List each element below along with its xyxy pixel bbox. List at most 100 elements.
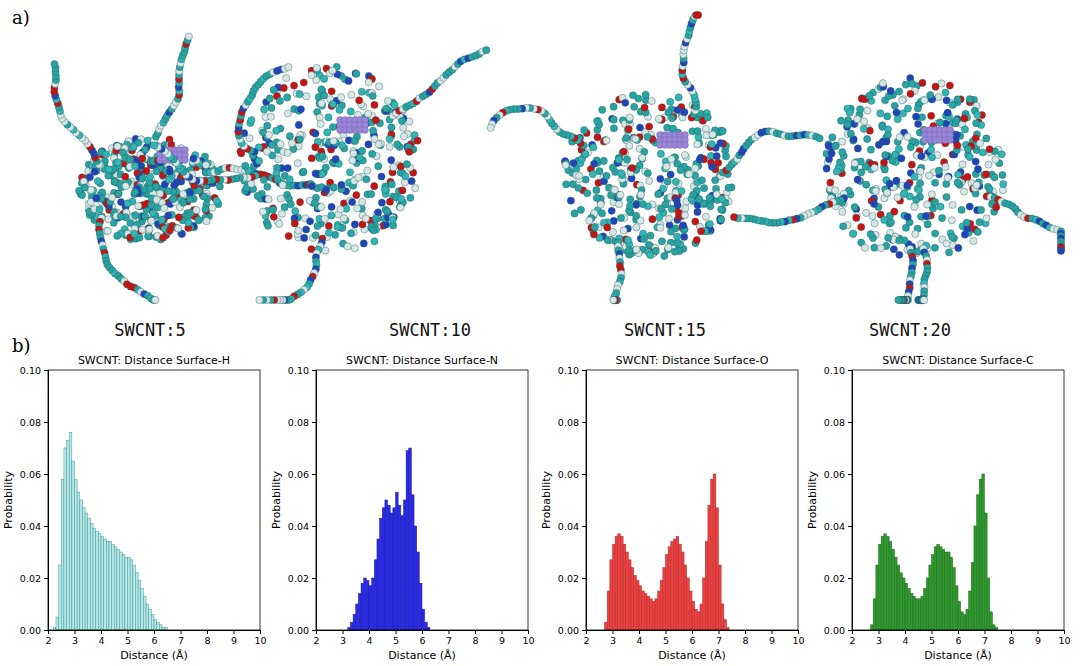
atom [677,167,684,174]
atom [644,133,651,140]
atom [617,214,624,221]
atom [148,217,155,224]
atom [313,64,320,71]
atom [674,107,681,114]
atom [279,182,286,189]
figure: a)b)SWCNT:5SWCNT:10SWCNT:15SWCNT:2023456… [0,0,1081,666]
atom [904,213,911,220]
atom [254,192,261,199]
atom [631,103,638,110]
atom [958,206,965,213]
atom [312,170,319,177]
atom [334,223,341,230]
atom [973,120,980,127]
atom [94,177,101,184]
atom [400,133,407,140]
atom [858,223,865,230]
atom [627,196,634,203]
atom [81,184,88,191]
atom [594,117,601,124]
atom [943,97,950,104]
atom [924,221,931,228]
atom [161,204,168,211]
atom [698,228,705,235]
atom [953,117,960,124]
atom [637,191,644,198]
atom [166,168,173,175]
atom [369,150,376,157]
atom [287,201,294,208]
atom [665,215,672,222]
atom [180,199,187,206]
atom [338,181,345,188]
atom [626,114,633,121]
atom [706,194,713,201]
atom [370,227,377,234]
atom [358,88,365,95]
atom [603,137,610,144]
nanotube-atom [182,157,189,164]
atom [260,176,267,183]
atom [693,236,700,243]
atom [936,119,943,126]
atom [615,201,622,208]
atom [267,113,274,120]
atom [151,142,158,149]
atom [891,102,898,109]
atom [911,173,918,180]
atom [312,130,319,137]
atom [378,173,385,180]
atom [270,213,277,220]
atom [114,232,121,239]
atom [570,159,577,166]
atom [681,212,688,219]
atom [352,70,359,77]
atom [646,177,653,184]
atom [412,185,419,192]
atom [946,82,953,89]
atom [593,187,600,194]
atom [345,77,352,84]
atom [914,105,921,112]
atom [330,184,337,191]
atom [277,141,284,148]
atom [397,204,404,211]
atom [964,173,971,180]
atom [165,212,172,219]
atom [294,160,301,167]
atom [604,237,611,244]
atom [285,232,292,239]
atom [407,194,414,201]
atom [383,105,390,112]
atom [624,236,631,243]
structure [51,33,321,304]
atom [657,224,664,231]
atom [717,140,724,147]
atom [673,197,680,204]
atom [633,224,640,231]
atom [303,226,310,233]
atom [664,178,671,185]
atom [263,148,270,155]
atom [487,124,494,131]
atom [122,173,129,180]
atom [111,178,118,185]
atom [284,110,291,117]
atom [414,137,421,144]
atom [861,118,868,125]
atom [603,172,610,179]
atom [318,100,325,107]
atom [146,185,153,192]
atom [325,222,332,229]
atom [109,194,116,201]
atom [186,196,193,203]
atom [943,180,950,187]
atom [322,164,329,171]
atom [725,184,732,191]
atom [665,244,672,251]
atom [993,204,1000,211]
atom [667,98,674,105]
atom [916,167,923,174]
atom [610,296,617,303]
atom [266,95,273,102]
